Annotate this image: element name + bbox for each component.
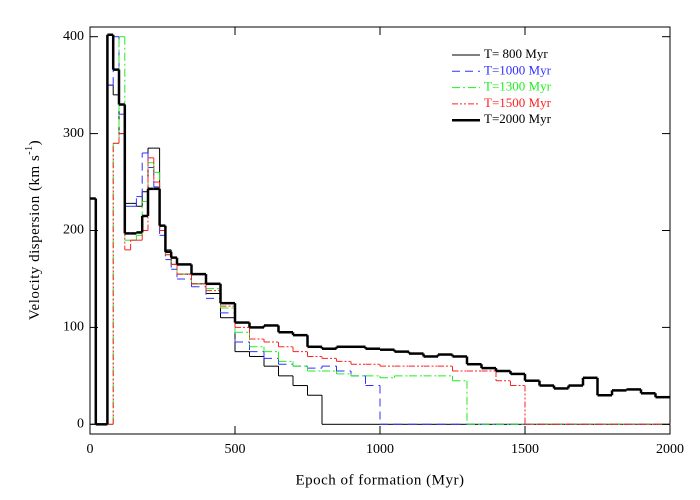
plot-frame [89, 26, 671, 435]
plot-area [90, 33, 670, 426]
y-tick-label: 100 [63, 320, 84, 335]
y-axis-title: Velocity dispersion (km s-1) [24, 140, 43, 320]
y-axis-title-sup: -1 [24, 145, 35, 154]
legend-label: T= 800 Myr [484, 46, 548, 61]
x-tick-label: 1500 [511, 442, 539, 457]
y-axis-title-main: Velocity dispersion (km s [27, 155, 43, 320]
y-axis-title-end: ) [27, 140, 43, 146]
y-tick-label: 400 [63, 29, 84, 44]
y-tick-label: 0 [77, 417, 84, 432]
x-tick-label: 0 [87, 442, 94, 457]
legend-label: T=1300 Myr [484, 79, 552, 94]
x-tick-label: 2000 [656, 442, 684, 457]
x-tick-label: 500 [225, 442, 246, 457]
x-axis-title: Epoch of formation (Myr) [295, 472, 464, 488]
x-tick-label: 1000 [366, 442, 394, 457]
y-tick-label: 200 [63, 223, 84, 238]
legend-label: T=2000 Myr [484, 111, 552, 126]
legend-label: T=1000 Myr [484, 62, 552, 77]
legend-label: T=1500 Myr [484, 95, 552, 110]
y-tick-label: 300 [63, 126, 84, 141]
